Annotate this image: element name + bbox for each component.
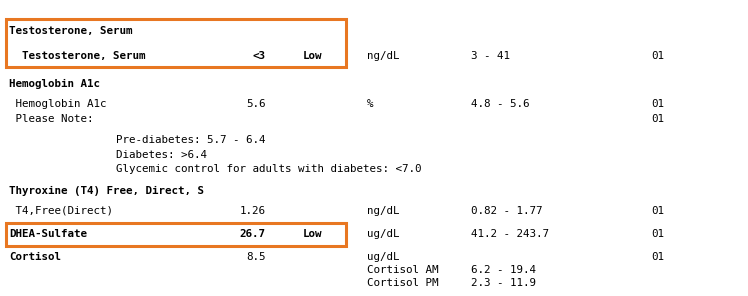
Text: Low: Low	[303, 229, 322, 239]
Text: ng/dL: ng/dL	[367, 51, 399, 61]
Text: 5.6: 5.6	[246, 99, 266, 109]
Text: 26.7: 26.7	[239, 229, 266, 239]
Text: ug/dL: ug/dL	[367, 229, 399, 239]
Text: Pre-diabetes: 5.7 - 6.4: Pre-diabetes: 5.7 - 6.4	[116, 135, 266, 145]
Text: Testosterone, Serum: Testosterone, Serum	[9, 51, 145, 61]
Text: ng/dL: ng/dL	[367, 206, 399, 216]
Text: Diabetes: >6.4: Diabetes: >6.4	[116, 149, 207, 160]
Text: 6.2 - 19.4: 6.2 - 19.4	[471, 265, 536, 275]
Text: 01: 01	[651, 99, 663, 109]
Text: 0.82 - 1.77: 0.82 - 1.77	[471, 206, 543, 216]
Text: T4,Free(Direct): T4,Free(Direct)	[9, 206, 113, 216]
Text: 01: 01	[651, 229, 663, 239]
Text: 41.2 - 243.7: 41.2 - 243.7	[471, 229, 549, 239]
Text: 01: 01	[651, 252, 663, 262]
Text: %: %	[367, 99, 373, 109]
Text: DHEA-Sulfate: DHEA-Sulfate	[9, 229, 87, 239]
Text: Hemoglobin A1c: Hemoglobin A1c	[9, 99, 106, 109]
Text: 8.5: 8.5	[246, 252, 266, 262]
Text: 2.3 - 11.9: 2.3 - 11.9	[471, 278, 536, 288]
Text: Please Note:: Please Note:	[9, 114, 94, 124]
Text: Cortisol AM: Cortisol AM	[367, 265, 438, 275]
Text: 01: 01	[651, 114, 663, 124]
Text: Cortisol: Cortisol	[9, 252, 61, 262]
Text: Testosterone, Serum: Testosterone, Serum	[9, 26, 132, 36]
Text: Thyroxine (T4) Free, Direct, S: Thyroxine (T4) Free, Direct, S	[9, 186, 204, 196]
Text: ug/dL: ug/dL	[367, 252, 399, 262]
Text: 01: 01	[651, 206, 663, 216]
Text: 4.8 - 5.6: 4.8 - 5.6	[471, 99, 530, 109]
Text: Cortisol PM: Cortisol PM	[367, 278, 438, 288]
Text: Glycemic control for adults with diabetes: <7.0: Glycemic control for adults with diabete…	[116, 164, 421, 174]
Text: Hemoglobin A1c: Hemoglobin A1c	[9, 79, 100, 89]
Text: Low: Low	[303, 51, 322, 61]
Text: 3 - 41: 3 - 41	[471, 51, 510, 61]
Text: 01: 01	[651, 51, 663, 61]
Text: 1.26: 1.26	[239, 206, 266, 216]
Text: <3: <3	[253, 51, 266, 61]
